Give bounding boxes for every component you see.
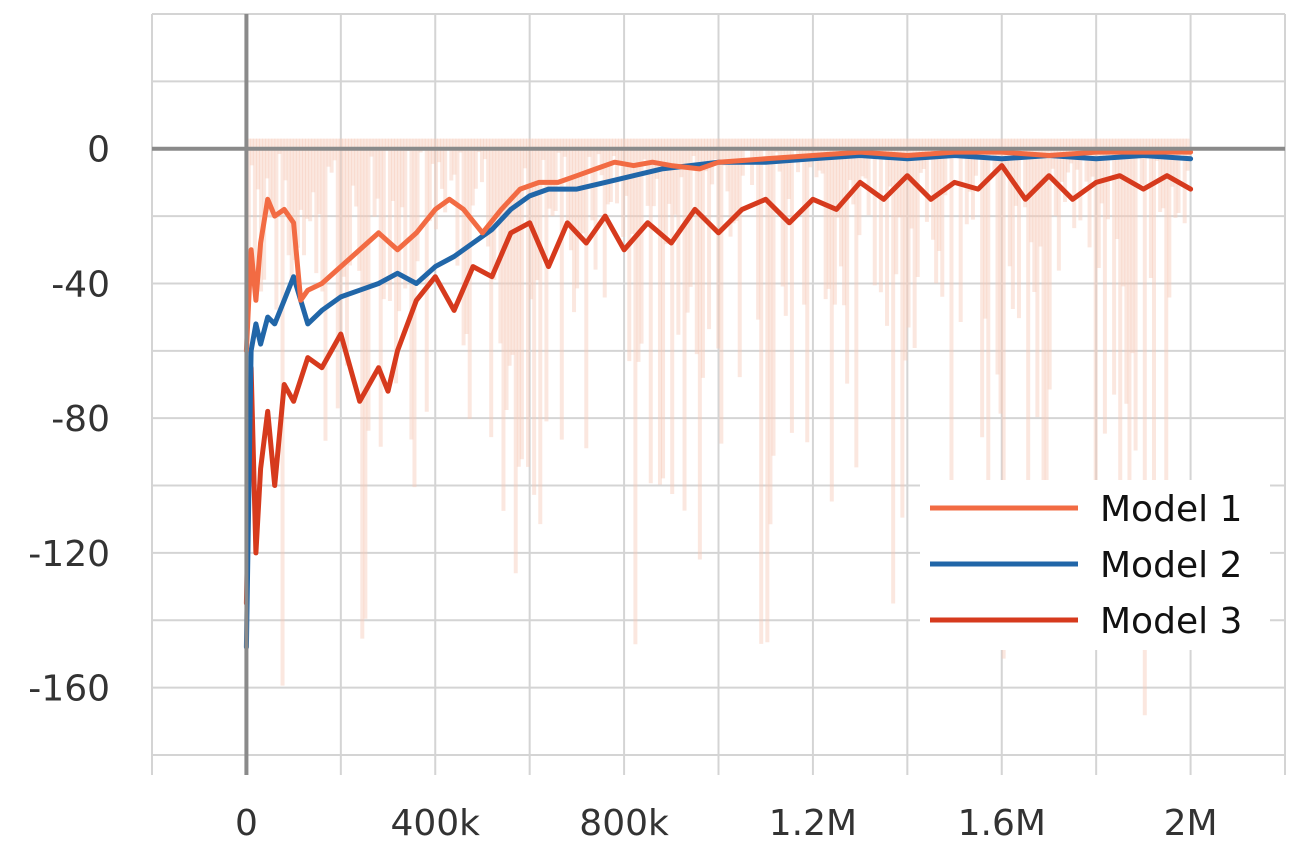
- y-tick-label: 0: [87, 130, 110, 171]
- x-tick-label: 1.6M: [958, 803, 1046, 844]
- series-line-2: [243, 153, 1194, 650]
- x-tick-label: 800k: [579, 803, 669, 844]
- y-tick-label: -120: [28, 534, 110, 575]
- series-line-1: [243, 149, 1194, 354]
- legend-label-3: Model 3: [1100, 601, 1242, 642]
- y-tick-label: -40: [51, 264, 110, 305]
- legend: Model 1 Model 2 Model 3: [920, 480, 1270, 650]
- legend-label-1: Model 1: [1100, 489, 1242, 530]
- legend-label-2: Model 2: [1100, 545, 1242, 586]
- tick-labels: 0 400k 800k 1.2M 1.6M 2M 0 -40 -80 -120 -160: [28, 130, 1217, 844]
- x-tick-label: 400k: [390, 803, 480, 844]
- y-tick-label: -160: [28, 669, 110, 710]
- x-tick-label: 0: [235, 803, 258, 844]
- series-lines: [243, 149, 1194, 650]
- series-line-3: [243, 163, 1194, 606]
- axes: [152, 14, 1285, 775]
- x-tick-label: 2M: [1164, 803, 1218, 844]
- x-tick-label: 1.2M: [769, 803, 857, 844]
- y-tick-label: -80: [51, 399, 110, 440]
